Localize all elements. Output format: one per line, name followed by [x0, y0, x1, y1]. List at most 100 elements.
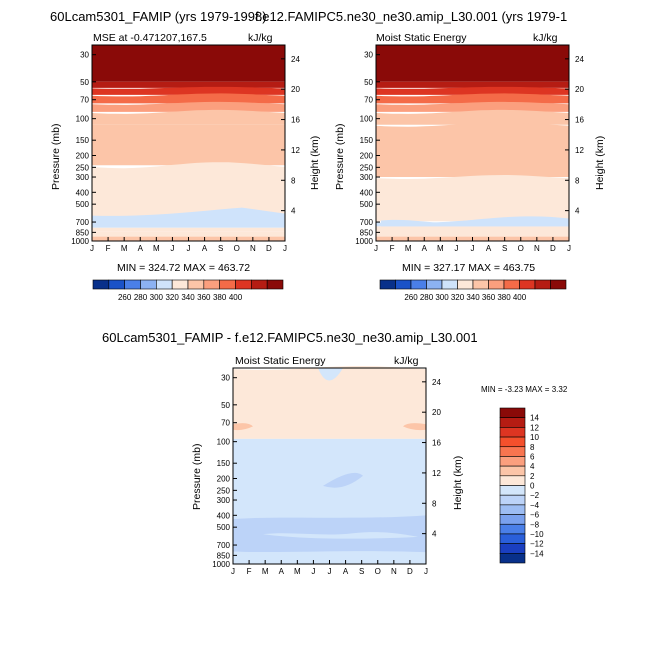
- p1-bar-label-5: 360: [197, 293, 211, 302]
- panel-1-stats: MIN = 324.72 MAX = 463.72: [117, 262, 250, 274]
- p2-bar-box-11: [550, 279, 567, 290]
- p2-band-0: [376, 45, 569, 82]
- p1-bar-box-10: [251, 279, 268, 290]
- p2-y2tick-label-4: 8: [575, 176, 580, 185]
- p3-bar-box-15: [499, 553, 526, 564]
- panel-3-title: Moist Static Energy: [235, 355, 326, 367]
- p2-bar-box-5: [457, 279, 474, 290]
- p2-y2tick-label-5: 4: [575, 207, 580, 216]
- p3-bar-box-7: [499, 475, 526, 486]
- p3-xtick-label-3: A: [279, 567, 285, 576]
- p2-y2tick-label-1: 20: [575, 85, 584, 94]
- p1-bar-box-0: [92, 279, 110, 290]
- p1-xtick-label-8: S: [218, 244, 223, 253]
- p3-ytick-label-3: 100: [217, 438, 231, 447]
- p1-bar-box-11: [266, 279, 284, 290]
- panel-2-title: Moist Static Energy: [376, 32, 467, 44]
- panel-1-ylabel: Pressure (mb): [50, 123, 62, 190]
- p3-ytick-label-1: 50: [221, 401, 230, 410]
- p1-xtick-label-5: J: [170, 244, 174, 253]
- p2-xtick-label-10: N: [534, 244, 540, 253]
- p2-bar-label-5: 360: [482, 293, 496, 302]
- p3-bar-label-5: 4: [530, 462, 535, 471]
- p3-bar-label-10: −6: [530, 511, 540, 520]
- p1-xtick-label-4: M: [153, 244, 160, 253]
- p2-bar-label-4: 340: [466, 293, 480, 302]
- p3-xtick-label-9: O: [375, 567, 381, 576]
- p2-ytick-label-12: 1000: [355, 237, 373, 246]
- p3-xtick-label-5: J: [311, 567, 315, 576]
- p3-bar-box-5: [499, 456, 526, 467]
- p1-xtick-label-7: A: [202, 244, 208, 253]
- p3-ytick-label-10: 700: [217, 541, 231, 550]
- p2-xtick-label-9: O: [518, 244, 524, 253]
- p3-bar-box-4: [499, 446, 526, 457]
- p2-xtick-label-5: J: [454, 244, 458, 253]
- p1-ytick-label-6: 250: [76, 163, 90, 172]
- p3-ytick-label-8: 400: [217, 511, 231, 520]
- p2-ytick-label-11: 850: [360, 228, 374, 237]
- p1-band-1: [92, 81, 285, 88]
- p2-y2tick-label-3: 12: [575, 146, 584, 155]
- p2-y2tick-label-0: 24: [575, 55, 584, 64]
- p1-ytick-label-10: 700: [76, 218, 90, 227]
- p3-ytick-label-9: 500: [217, 523, 231, 532]
- p1-xtick-label-0: J: [90, 244, 94, 253]
- panel-2-plot: J F M A M J J A S O N D J305070100150200250300400500…: [355, 44, 584, 253]
- p2-band-6: [376, 122, 569, 177]
- p1-y2tick-label-5: 4: [291, 207, 296, 216]
- p2-ytick-label-1: 50: [364, 78, 373, 87]
- p2-band-4: [376, 101, 569, 112]
- p3-ytick-label-6: 250: [217, 486, 231, 495]
- p3-y2tick-label-1: 20: [432, 408, 441, 417]
- panel-1-title: MSE at -0.471207,167.5: [93, 32, 207, 44]
- p1-ytick-label-3: 100: [76, 115, 90, 124]
- p1-xtick-label-10: N: [250, 244, 256, 253]
- p3-bar-label-6: 2: [530, 472, 535, 481]
- p2-xtick-label-4: M: [437, 244, 444, 253]
- p2-bar-box-6: [472, 279, 489, 290]
- p2-band-3: [376, 93, 569, 104]
- p3-bar-label-14: −14: [530, 549, 544, 558]
- p3-bar-label-8: −2: [530, 491, 540, 500]
- p1-y2tick-label-3: 12: [291, 146, 300, 155]
- title-bottom: 60Lcam5301_FAMIP - f.e12.FAMIPC5.ne30_ne…: [102, 330, 478, 345]
- p2-ytick-label-4: 150: [360, 136, 374, 145]
- p3-xtick-label-2: M: [262, 567, 269, 576]
- p1-band-0: [92, 45, 285, 82]
- p2-bar-label-0: 260: [404, 293, 418, 302]
- p3-ytick-label-5: 200: [217, 474, 231, 483]
- p2-bar-label-6: 380: [497, 293, 511, 302]
- p1-band-3: [92, 93, 285, 104]
- p1-bar-box-4: [156, 279, 173, 290]
- p3-mid-patch: [323, 472, 363, 488]
- p1-ytick-label-4: 150: [76, 136, 90, 145]
- p1-ytick-label-8: 400: [76, 188, 90, 197]
- p1-xtick-label-12: J: [283, 244, 287, 253]
- p3-hole-patch: [263, 532, 418, 539]
- panel-2-y2label: Height (km): [594, 136, 606, 190]
- p2-bar-label-1: 280: [420, 293, 434, 302]
- p2-bar-box-1: [395, 279, 412, 290]
- p1-bar-label-7: 400: [229, 293, 243, 302]
- panel-1-y2label: Height (km): [309, 136, 321, 190]
- panel-2: Moist Static Energy kJ/kg J F M A M J J A S O N D J3…: [334, 32, 606, 302]
- p3-bar-box-6: [499, 465, 526, 477]
- p1-bar-label-6: 380: [213, 293, 227, 302]
- p1-bar-label-4: 340: [181, 293, 195, 302]
- p3-bar-box-13: [499, 533, 526, 544]
- p1-bar-label-1: 280: [134, 293, 148, 302]
- p3-bar-label-2: 10: [530, 433, 539, 442]
- p2-ytick-label-5: 200: [360, 151, 374, 160]
- p3-ytick-label-7: 300: [217, 496, 231, 505]
- p1-bar-label-3: 320: [165, 293, 179, 302]
- p3-band-0: [233, 366, 426, 439]
- p1-ytick-label-9: 500: [76, 200, 90, 209]
- panel-2-colorbar: 260 280 300 320 340 360 380 400: [379, 279, 567, 302]
- p3-ytick-label-4: 150: [217, 459, 231, 468]
- p2-xtick-label-0: J: [374, 244, 378, 253]
- p3-bar-label-12: −10: [530, 530, 544, 539]
- p3-xtick-label-7: A: [343, 567, 349, 576]
